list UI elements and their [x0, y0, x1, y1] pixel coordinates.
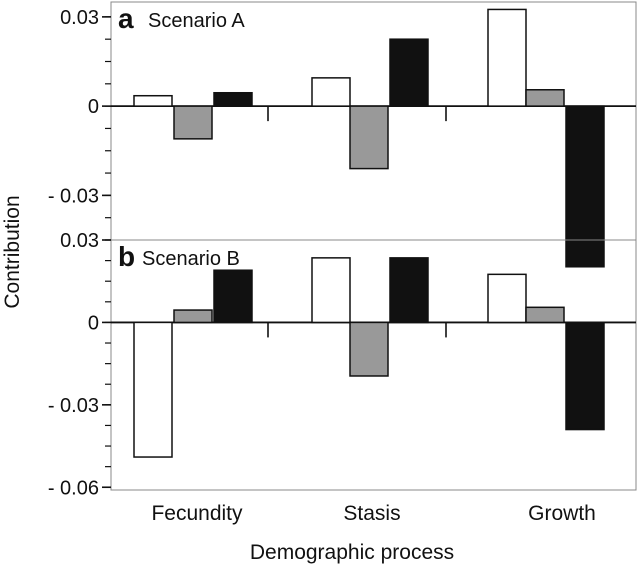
bar-b-fecundity-1 [133, 321, 173, 458]
panel-letter: a [118, 3, 134, 34]
bar-a-stasis-3 [389, 38, 429, 107]
y-tick-label: 0 [88, 312, 99, 334]
y-tick-label: - 0.03 [48, 185, 99, 207]
bar-b-growth-1 [487, 273, 527, 324]
bar-a-growth-2 [525, 89, 565, 107]
y-tick-label: 0.03 [60, 230, 99, 252]
bar-b-stasis-2 [349, 321, 389, 377]
x-tick-label: Fecundity [151, 502, 243, 525]
panel-letter: b [118, 241, 135, 272]
bar-a-stasis-1 [311, 77, 351, 107]
x-tick-label: Growth [528, 502, 596, 525]
chart-panels: 0.03 0 - 0.03 a Scenario A 0.03 0 - 0.03 - 0.06 b… [48, 1, 637, 499]
y-tick-label: 0.03 [60, 7, 99, 29]
bar-a-fecundity-3 [213, 91, 253, 107]
y-tick-label: 0 [88, 96, 99, 118]
category-labels: Fecundity Stasis Growth [151, 502, 595, 525]
bar-a-growth-1 [487, 8, 527, 107]
bar-b-stasis-3 [389, 257, 429, 324]
y-tick-label: - 0.06 [48, 477, 99, 499]
bar-a-stasis-2 [349, 105, 389, 170]
panel-title: Scenario A [148, 10, 245, 32]
bar-b-growth-2 [525, 306, 565, 324]
panel-frame [110, 239, 637, 491]
panel-title: Scenario B [142, 248, 240, 270]
bar-b-stasis-1 [311, 257, 351, 324]
bar-a-fecundity-1 [133, 94, 173, 107]
y-tick-label: - 0.03 [48, 395, 99, 417]
bar-a-growth-3 [565, 105, 605, 268]
x-axis-title: Demographic process [250, 541, 454, 564]
panel-a: 0.03 0 - 0.03 a Scenario A [48, 1, 637, 268]
bar-b-fecundity-2 [173, 309, 213, 324]
bar-b-growth-3 [565, 321, 605, 431]
bar-a-fecundity-2 [173, 105, 213, 140]
x-tick-label: Stasis [343, 502, 400, 525]
bar-b-fecundity-3 [213, 269, 253, 324]
panel-b: 0.03 0 - 0.03 - 0.06 b Scenario B [48, 230, 637, 499]
y-axis-title: Contribution [1, 195, 24, 308]
